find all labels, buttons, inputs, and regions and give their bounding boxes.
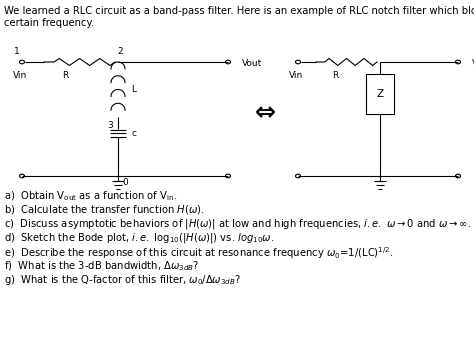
Text: Vin: Vin — [13, 72, 27, 80]
Text: Z: Z — [376, 89, 383, 99]
Text: R: R — [62, 71, 68, 79]
Text: 2: 2 — [117, 46, 123, 55]
Text: e)  Describe the response of this circuit at resonance frequency $\omega_0$=1/(L: e) Describe the response of this circuit… — [4, 245, 393, 261]
Text: L: L — [131, 85, 136, 94]
Text: b)  Calculate the transfer function $H(\omega)$.: b) Calculate the transfer function $H(\o… — [4, 203, 205, 216]
Text: We learned a RLC circuit as a band-pass filter. Here is an example of RLC notch : We learned a RLC circuit as a band-pass … — [4, 6, 474, 16]
Text: R: R — [332, 71, 338, 79]
Text: c)  Discuss asymptotic behaviors of $|H(\omega)|$ at low and high frequencies, $: c) Discuss asymptotic behaviors of $|H(\… — [4, 217, 472, 231]
Text: 0: 0 — [122, 178, 128, 187]
Text: d)  Sketch the Bode plot, $i.e.$ log$_{10}$(|$H(\omega)$|) vs. $\mathit{log}_{10: d) Sketch the Bode plot, $i.e.$ log$_{10… — [4, 231, 274, 245]
Text: c: c — [132, 129, 137, 138]
Text: certain frequency.: certain frequency. — [4, 18, 94, 28]
Text: 3: 3 — [107, 120, 113, 129]
Text: Vin: Vin — [289, 72, 303, 80]
Text: 1: 1 — [14, 46, 20, 55]
Text: f)  What is the 3-dB bandwidth, $\Delta\omega_{3dB}$?: f) What is the 3-dB bandwidth, $\Delta\o… — [4, 259, 199, 272]
Text: Vout: Vout — [242, 60, 262, 68]
Text: a)  Obtain V$_{\rm out}$ as a function of V$_{\rm in}$.: a) Obtain V$_{\rm out}$ as a function of… — [4, 189, 177, 203]
Text: ⇔: ⇔ — [255, 101, 275, 126]
Text: Vout: Vout — [472, 60, 474, 68]
Text: g)  What is the Q-factor of this filter, $\omega_0/\Delta\omega_{3dB}$?: g) What is the Q-factor of this filter, … — [4, 273, 241, 287]
Bar — [366, 74, 394, 114]
